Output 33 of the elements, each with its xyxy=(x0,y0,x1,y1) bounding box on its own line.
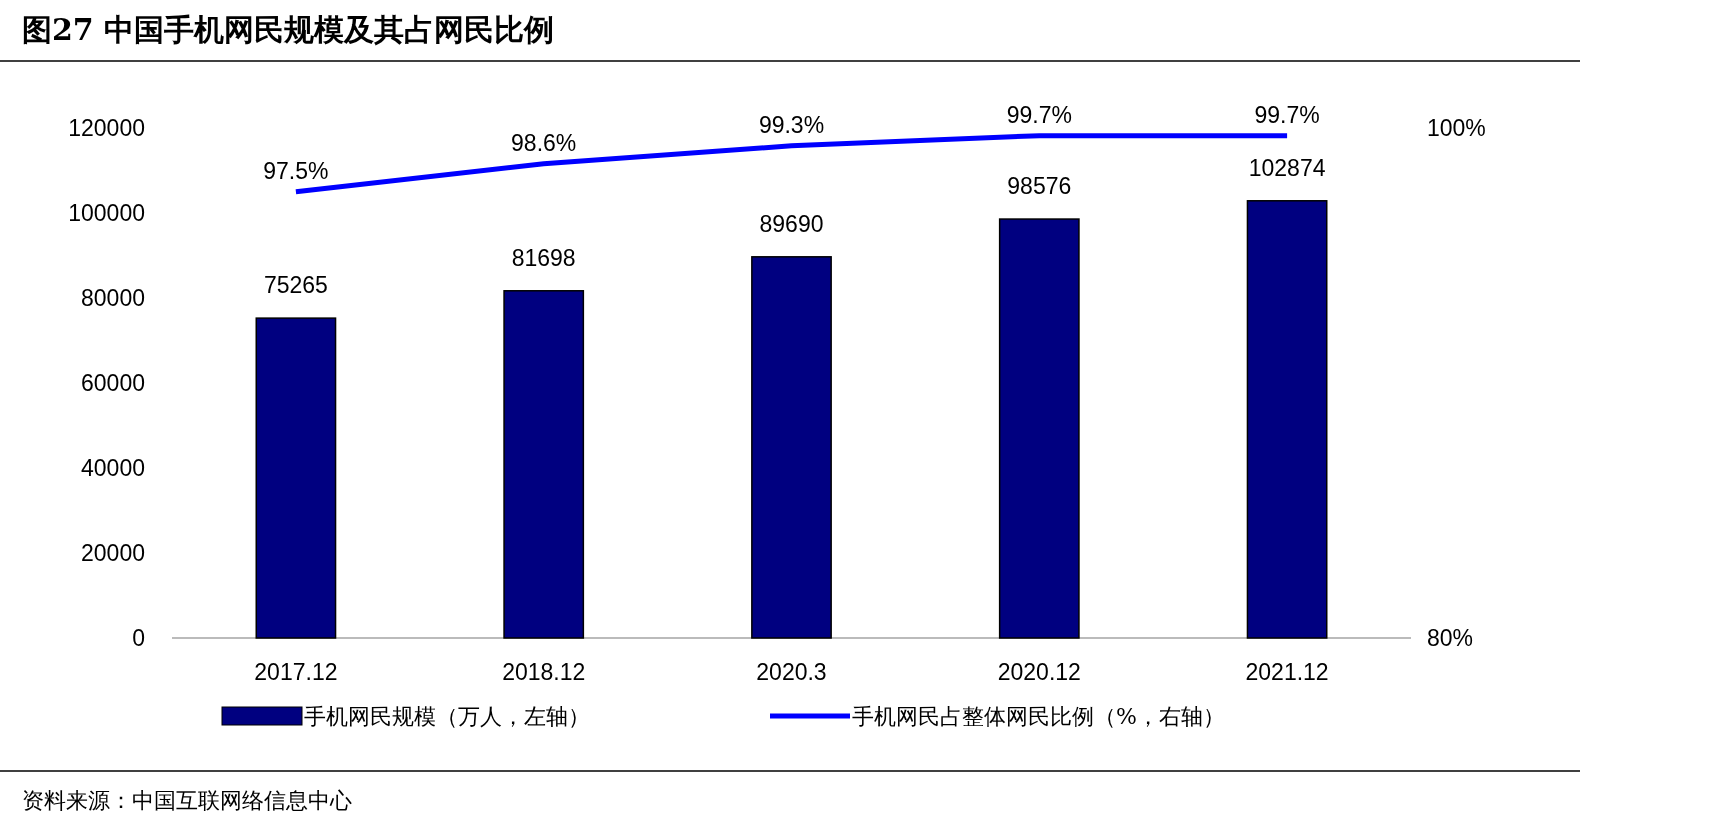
text: 资料来源：中国互联网络信息中心 xyxy=(22,788,352,813)
bar xyxy=(1246,200,1328,639)
data-label: 99.3% xyxy=(758,111,825,138)
data-label: 97.5% xyxy=(263,157,329,184)
bar xyxy=(998,218,1080,639)
x-tick-label: 2020.3 xyxy=(756,659,827,685)
y-tick-label: 40000 xyxy=(81,455,145,481)
y2-tick-label: 100% xyxy=(1427,115,1486,141)
y-tick-label: 120000 xyxy=(68,115,145,141)
bar xyxy=(503,290,585,639)
data-label: 89690 xyxy=(759,210,824,237)
y-tick-label: 0 xyxy=(132,625,145,651)
data-label: 75265 xyxy=(263,272,328,299)
x-tick-label: 2021.12 xyxy=(1245,659,1329,685)
x-tick-label: 2020.12 xyxy=(997,659,1081,685)
x-tick-label: 2017.12 xyxy=(254,659,338,685)
x-tick-label: 2018.12 xyxy=(502,659,586,685)
data-label: 99.7% xyxy=(1006,101,1072,128)
bar xyxy=(751,256,832,639)
data-label: 102874 xyxy=(1248,154,1326,181)
y2-tick-label: 80% xyxy=(1427,625,1474,651)
data-label: 99.7% xyxy=(1254,101,1320,128)
y-tick-label: 20000 xyxy=(81,540,145,566)
y-tick-label: 100000 xyxy=(68,200,145,226)
y-tick-label: 60000 xyxy=(81,370,145,396)
chart-title: 图27 中国手机网民规模及其占网民比例 xyxy=(22,12,555,47)
data-label: 98576 xyxy=(1007,173,1072,200)
data-label: 98.6% xyxy=(511,129,577,156)
bar xyxy=(255,317,337,639)
data-label: 81698 xyxy=(511,244,576,271)
legend-label: 手机网民占整体网民比例（%，右轴） xyxy=(852,704,1225,729)
y-tick-label: 80000 xyxy=(81,285,145,311)
legend-label: 手机网民规模（万人，左轴） xyxy=(304,704,590,729)
